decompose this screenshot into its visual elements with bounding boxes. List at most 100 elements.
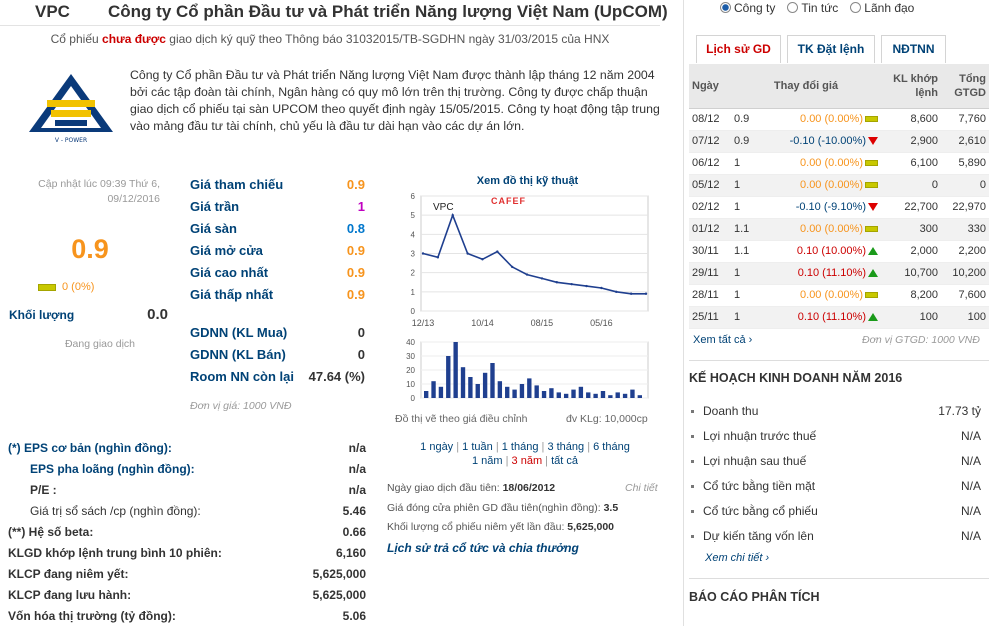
- row-volume: 0: [881, 174, 941, 197]
- radio-option[interactable]: Lãnh đạo: [850, 1, 914, 15]
- tab-foreign-investors[interactable]: NĐTNN: [881, 35, 946, 63]
- foreign-value: 0: [357, 325, 365, 340]
- volume-tick-label: 0: [411, 394, 416, 403]
- price-value: 0.8: [346, 221, 365, 236]
- period-option[interactable]: 6 tháng: [593, 441, 630, 453]
- change-text: -0.10 (-9.10%): [795, 201, 866, 213]
- fundamental-label[interactable]: (*) EPS cơ bản (nghìn đồng):: [8, 441, 172, 455]
- history-row: 28/11 1 0.00 (0.00%) 8,200 7,600: [689, 284, 989, 307]
- margin-notice: Cổ phiếu chưa được giao dịch ký quỹ theo…: [50, 32, 610, 46]
- row-value: 2,610: [941, 130, 989, 153]
- radio-option[interactable]: Tin tức: [787, 1, 838, 15]
- price-row: Giá trần 1: [190, 199, 368, 221]
- fundamental-label[interactable]: EPS pha loãng (nghìn đồng):: [30, 462, 195, 476]
- technical-chart-link[interactable]: Xem đồ thị kỹ thuật: [476, 175, 579, 187]
- volume-bar: [438, 386, 444, 398]
- price-label: Giá mở cửa: [190, 243, 263, 258]
- row-change: -0.10 (-10.00%): [773, 130, 881, 153]
- row-volume: 2,000: [881, 240, 941, 263]
- volume-bar: [431, 381, 436, 398]
- period-option[interactable]: 1 tháng: [501, 441, 539, 453]
- divider: [689, 578, 989, 579]
- svg-text:V - POWER: V - POWER: [55, 137, 87, 144]
- separator: |: [502, 455, 512, 467]
- fundamental-row: KLCP đang lưu hành: 5,625,000: [8, 588, 370, 609]
- see-all-link[interactable]: Xem tất cả ›: [693, 334, 753, 346]
- volume-bar: [446, 356, 451, 398]
- plan-row: Doanh thu 17.73 tỷ: [691, 404, 981, 429]
- volume-bar: [541, 391, 547, 398]
- tab-trading-history[interactable]: Lịch sử GD: [696, 35, 781, 63]
- radio-icon[interactable]: [787, 2, 799, 13]
- chart-note-adjusted: Đồ thị vẽ theo giá điều chỉnh: [395, 413, 528, 425]
- separator: |: [538, 441, 548, 453]
- row-price: 1: [731, 174, 773, 197]
- tab-order-stats[interactable]: TK Đặt lệnh: [787, 35, 875, 63]
- price-point: [436, 256, 440, 259]
- volume-bar: [534, 385, 539, 398]
- price-chart[interactable]: 0 1 2 3 4 5 6 VPC CAFEF 12/13 10/14 08/15 05/16 0 10 20…: [380, 186, 655, 428]
- change-text: 0.00 (0.00%): [800, 113, 863, 125]
- fundamental-value: n/a: [348, 441, 366, 455]
- row-change: 0.10 (10.00%): [773, 240, 881, 263]
- volume-bar: [637, 395, 642, 398]
- volume-tick-label: 20: [406, 366, 415, 375]
- period-option[interactable]: tất cả: [551, 455, 579, 467]
- volume-bar: [497, 381, 503, 398]
- foreign-value: 0: [357, 347, 365, 362]
- update-time: Cập nhật lúc 09:39 Thứ 6, 09/12/2016: [38, 178, 160, 205]
- volume-bar: [578, 386, 584, 398]
- change-text: 0.00 (0.00%): [800, 179, 863, 191]
- price-unit: Đơn vị giá: 1000 VNĐ: [190, 400, 292, 412]
- period-option[interactable]: 3 tháng: [547, 441, 585, 453]
- price-point: [466, 252, 469, 255]
- analysis-report-title: BÁO CÁO PHÂN TÍCH: [689, 590, 820, 604]
- header-bar: [0, 0, 660, 26]
- row-date: 05/12: [689, 174, 731, 197]
- x-tick-label: 08/15: [531, 318, 554, 328]
- fundamental-label: Giá trị sổ sách /cp (nghìn đồng):: [30, 504, 201, 518]
- flat-indicator-icon: [865, 116, 878, 123]
- change-text: 0.00 (0.00%): [800, 157, 863, 169]
- price-label: Giá tham chiếu: [190, 177, 284, 192]
- period-option[interactable]: 1 tuần: [462, 441, 493, 453]
- flat-indicator-icon: [865, 292, 878, 299]
- row-change: 0.10 (11.10%): [773, 262, 881, 285]
- period-option[interactable]: 1 ngày: [420, 441, 454, 453]
- price-point: [570, 282, 573, 286]
- plan-detail-link[interactable]: Xem chi tiết ›: [705, 552, 770, 564]
- plan-label: Lợi nhuận trước thuế: [703, 429, 817, 443]
- price-line: [422, 212, 646, 295]
- radio-icon[interactable]: [720, 2, 731, 13]
- bullet-icon: [691, 485, 694, 488]
- divider: [689, 360, 989, 361]
- fundamental-label: KLCP đang niêm yết:: [8, 567, 129, 581]
- volume-bar: [600, 391, 606, 398]
- history-row: 01/12 1.1 0.00 (0.00%) 300 330: [689, 218, 989, 241]
- first-trade-detail-link[interactable]: Chi tiết: [625, 482, 658, 494]
- period-option[interactable]: 1 năm: [471, 455, 503, 467]
- row-value: 0: [941, 174, 989, 197]
- row-price: 0.9: [731, 130, 773, 153]
- volume-bar: [549, 388, 554, 398]
- row-value: 10,200: [941, 262, 989, 285]
- history-row: 25/11 1 0.10 (11.10%) 100 100: [689, 306, 989, 329]
- fundamental-row: (**) Hệ số beta: 0.66: [8, 525, 370, 546]
- row-date: 01/12: [689, 218, 731, 241]
- change-text: 0.10 (11.10%): [797, 267, 866, 279]
- period-option[interactable]: 3 năm: [511, 455, 543, 467]
- row-volume: 8,200: [881, 284, 941, 307]
- fundamental-value: 0.66: [342, 525, 366, 539]
- fundamental-row: KLGD khớp lệnh trung bình 10 phiên: 6,160: [8, 546, 370, 567]
- dividend-history-link[interactable]: Lịch sử trả cổ tức và chia thưởng: [387, 541, 579, 555]
- volume-bar: [563, 393, 569, 398]
- plan-label: Lợi nhuận sau thuế: [703, 454, 807, 468]
- col-total-value: Tổng GTGD: [941, 64, 989, 109]
- radio-option[interactable]: Công ty: [720, 1, 775, 15]
- plan-value: N/A: [960, 529, 981, 543]
- price-row: Giá sàn 0.8: [190, 221, 368, 243]
- radio-icon[interactable]: [850, 2, 862, 13]
- plan-value: N/A: [960, 429, 981, 443]
- col-matched-volume: KL khớp lệnh: [881, 64, 941, 109]
- separator: |: [542, 455, 552, 467]
